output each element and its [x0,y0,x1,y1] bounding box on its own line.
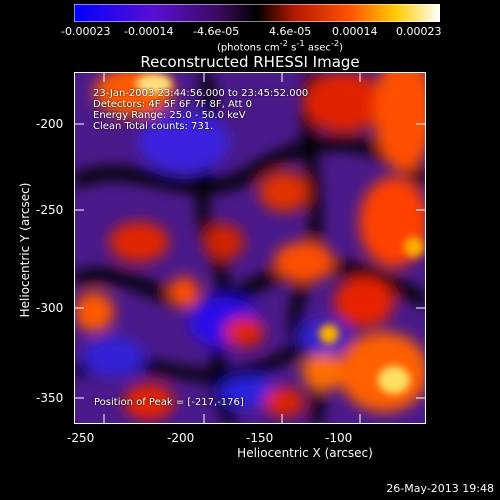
info-clean-counts: Clean Total counts: 731. [93,121,214,132]
y-tick-4: -350 [36,391,64,405]
colorbar [74,4,440,22]
x-tick-2: -200 [167,431,195,445]
timestamp: 26-May-2013 19:48 [386,482,494,495]
colorbar-tick-4: 4.6e-05 [269,25,312,38]
colorbar-tick-3: -4.6e-05 [193,25,240,38]
y-tick-2: -250 [36,203,64,217]
x-tick-3: -150 [246,431,274,445]
rhessi-image [74,72,426,424]
colorbar-units: (photons cm-2 s-1 asec-2) [216,38,344,54]
info-time-range: 23-Jan-2003 23:44:56.000 to 23:45:52.000 [93,88,309,99]
image-title: Reconstructed RHESSI Image [140,53,360,71]
info-detectors: Detectors: 4F 5F 6F 7F 8F, Att 0 [93,99,253,110]
x-tick-4: -100 [325,431,353,445]
x-tick-1: -250 [67,431,95,445]
peak-position: Position of Peak = [-217,-176] [94,397,244,408]
y-tick-3: -300 [36,301,64,315]
colorbar-tick-6: 0.00023 [396,25,442,38]
colorbar-tick-5: 0.00014 [332,25,378,38]
y-tick-1: -200 [36,117,64,131]
y-axis-title: Heliocentric Y (arcsec) [18,182,32,318]
colorbar-tick-1: -0.00023 [61,25,111,38]
colorbar-tick-2: -0.00014 [124,25,174,38]
x-axis-title: Heliocentric X (arcsec) [237,446,373,460]
info-energy-range: Energy Range: 25.0 - 50.0 keV [93,110,246,121]
